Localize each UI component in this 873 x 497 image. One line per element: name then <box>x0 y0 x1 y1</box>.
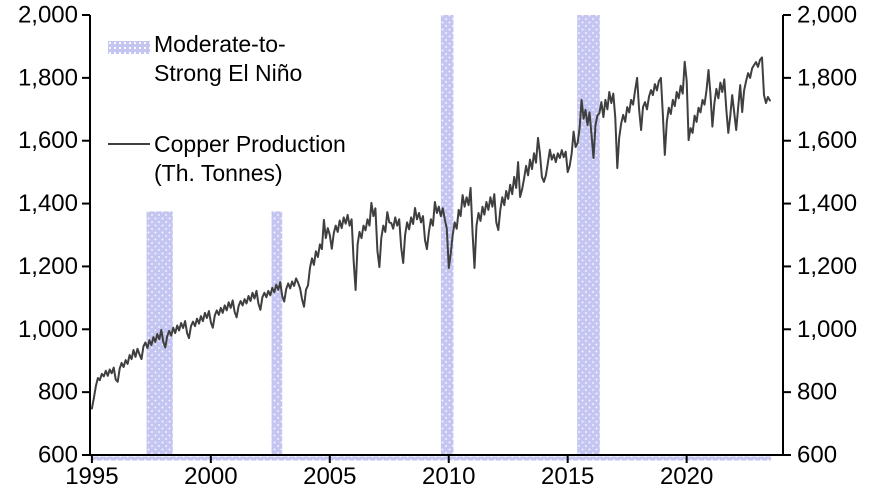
y-tick-label-right: 800 <box>797 379 837 406</box>
y-tick-label-left: 1,600 <box>18 127 78 154</box>
axes <box>82 14 791 463</box>
y-tick-label-right: 2,000 <box>797 2 857 29</box>
y-tick-label-left: 1,000 <box>18 316 78 343</box>
y-tick-label-right: 1,200 <box>797 253 857 280</box>
el-nino-band <box>271 211 283 455</box>
x-tick-label: 1995 <box>65 463 118 490</box>
x-tick-label: 2020 <box>660 463 713 490</box>
copper-production-line <box>90 56 771 410</box>
y-tick-label-left: 1,400 <box>18 190 78 217</box>
x-tick-label: 2015 <box>541 463 594 490</box>
y-tick-label-right: 1,600 <box>797 127 857 154</box>
y-tick-label-left: 1,800 <box>18 64 78 91</box>
x-tick-label: 2005 <box>303 463 356 490</box>
y-tick-label-right: 1,000 <box>797 316 857 343</box>
el-nino-baseline-strip <box>91 456 772 461</box>
axis-labels: 600 600 800 800 1,000 1,000 1,200 1,200 1,400 1,4… <box>18 2 857 491</box>
y-tick-label-right: 1,400 <box>797 190 857 217</box>
el-nino-band <box>577 15 600 455</box>
el-nino-bands <box>91 15 772 461</box>
y-tick-label-left: 800 <box>38 379 78 406</box>
x-tick-label: 2000 <box>184 463 237 490</box>
x-tick-label: 2010 <box>422 463 475 490</box>
y-tick-label-right: 1,800 <box>797 64 857 91</box>
y-tick-label-left: 2,000 <box>18 2 78 29</box>
y-tick-label-right: 600 <box>797 442 837 469</box>
y-tick-label-left: 1,200 <box>18 253 78 280</box>
y-tick-label-left: 600 <box>38 442 78 469</box>
